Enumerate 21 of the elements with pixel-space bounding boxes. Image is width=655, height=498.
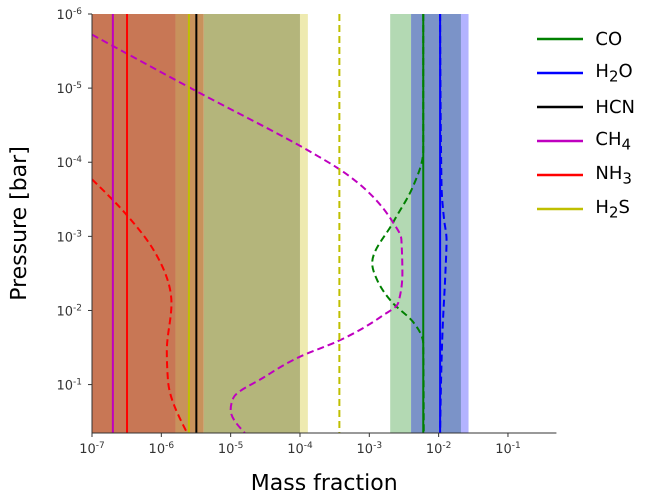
y-tick-label: 10$^{-3}$ bbox=[56, 229, 82, 246]
x-tick-label: 10$^{-5}$ bbox=[218, 441, 244, 457]
legend-label: CH$_{4}$ bbox=[595, 128, 632, 154]
x-tick-label: 10$^{-2}$ bbox=[426, 441, 452, 457]
legend-label: NH$_{3}$ bbox=[595, 162, 632, 188]
y-axis-title: Pressure [bar] bbox=[6, 146, 32, 301]
y-tick-label: 10$^{-1}$ bbox=[56, 378, 82, 394]
legend-label: H$_{2}$O bbox=[595, 60, 633, 86]
x-tick-label: 10$^{-4}$ bbox=[287, 441, 314, 457]
x-tick-label: 10$^{-3}$ bbox=[356, 441, 382, 457]
x-tick-label: 10$^{-1}$ bbox=[495, 441, 521, 457]
y-tick-label: 10$^{-6}$ bbox=[56, 7, 82, 23]
x-tick-label: 10$^{-7}$ bbox=[79, 441, 105, 457]
y-tick-label: 10$^{-5}$ bbox=[56, 81, 82, 98]
x-axis-title: Mass fraction bbox=[250, 471, 398, 496]
x-tick-label: 10$^{-6}$ bbox=[148, 441, 174, 457]
legend-label: HCN bbox=[595, 96, 635, 118]
y-tick-label: 10$^{-4}$ bbox=[56, 155, 82, 172]
legend-label: CO bbox=[595, 28, 622, 50]
y-tick-label: 10$^{-2}$ bbox=[56, 303, 82, 320]
legend-label: H$_{2}$S bbox=[595, 196, 630, 222]
